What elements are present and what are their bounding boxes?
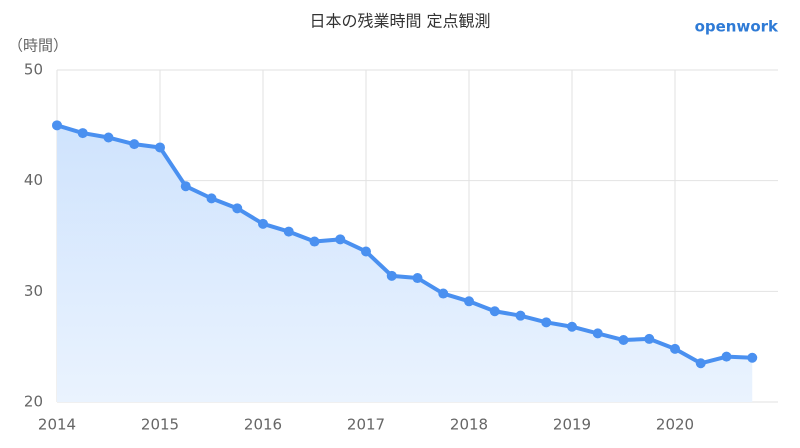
point <box>335 234 346 245</box>
point <box>386 270 397 281</box>
point <box>438 288 449 299</box>
point <box>567 321 577 332</box>
point <box>644 333 655 344</box>
point <box>515 310 526 321</box>
point <box>464 296 474 307</box>
y-tick-label: 50 <box>24 61 43 79</box>
point <box>618 335 629 346</box>
point <box>747 352 758 363</box>
point <box>180 181 191 192</box>
x-tick-label: 2016 <box>244 416 282 434</box>
point <box>541 317 552 328</box>
x-tick-label: 2019 <box>553 416 591 434</box>
point <box>309 236 320 247</box>
x-tick-label: 2020 <box>656 416 694 434</box>
y-tick-label: 30 <box>24 282 43 300</box>
point <box>155 142 165 153</box>
y-axis-label: （時間） <box>8 37 68 55</box>
point <box>695 358 706 369</box>
point <box>103 132 114 143</box>
point <box>592 328 603 339</box>
point <box>721 351 732 362</box>
chart-title: 日本の残業時間 定点観測 <box>309 12 490 31</box>
point <box>361 246 371 257</box>
point <box>670 343 680 354</box>
x-tick-label: 2017 <box>347 416 385 434</box>
x-tick-label: 2018 <box>450 416 488 434</box>
point <box>52 120 62 131</box>
point <box>206 193 217 204</box>
point <box>489 306 500 317</box>
point <box>412 273 423 284</box>
area <box>57 125 753 402</box>
y-tick-label: 40 <box>24 171 43 189</box>
point <box>77 128 88 139</box>
brand-logo: openwork <box>695 18 779 36</box>
point <box>232 203 243 214</box>
line <box>56 123 753 366</box>
x-tick-label: 2015 <box>141 416 179 434</box>
x-tick-label: 2014 <box>38 416 76 434</box>
point <box>283 226 294 237</box>
point <box>129 139 140 150</box>
point <box>258 218 268 229</box>
y-tick-label: 20 <box>24 393 43 411</box>
